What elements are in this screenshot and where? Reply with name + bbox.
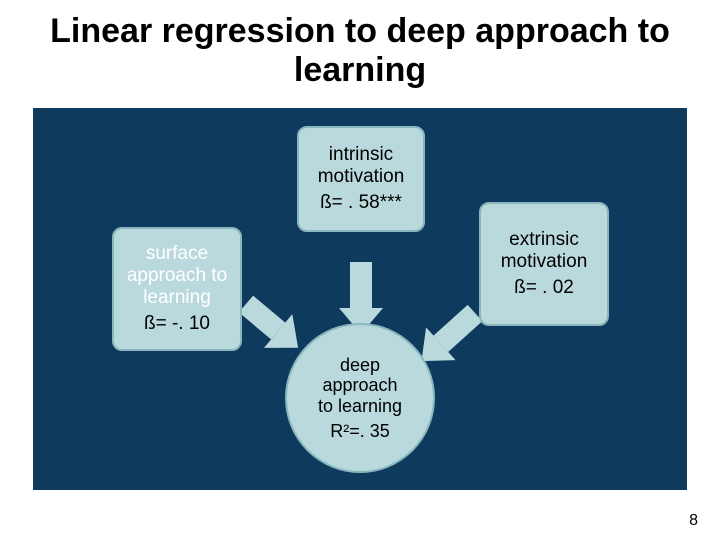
page-number: 8 bbox=[689, 512, 698, 530]
node-intrinsic: intrinsicmotivation ß= . 58*** bbox=[297, 126, 425, 232]
node-extrinsic-stat: ß= . 02 bbox=[514, 277, 574, 299]
node-surface: surfaceapproach tolearning ß= -. 10 bbox=[112, 227, 242, 351]
node-extrinsic: extrinsicmotivation ß= . 02 bbox=[479, 202, 609, 326]
node-surface-label: surfaceapproach tolearning bbox=[127, 243, 227, 309]
node-intrinsic-stat: ß= . 58*** bbox=[320, 192, 402, 214]
node-deep-stat: R²=. 35 bbox=[330, 421, 390, 442]
node-surface-stat: ß= -. 10 bbox=[144, 313, 210, 335]
slide-title: Linear regression to deep approach to le… bbox=[0, 0, 720, 98]
node-intrinsic-label: intrinsicmotivation bbox=[318, 144, 405, 188]
diagram-area: surfaceapproach tolearning ß= -. 10 intrin… bbox=[33, 108, 687, 490]
node-extrinsic-label: extrinsicmotivation bbox=[501, 229, 588, 273]
node-deep: deepapproachto learning R²=. 35 bbox=[285, 323, 435, 473]
node-deep-label: deepapproachto learning bbox=[318, 355, 402, 417]
